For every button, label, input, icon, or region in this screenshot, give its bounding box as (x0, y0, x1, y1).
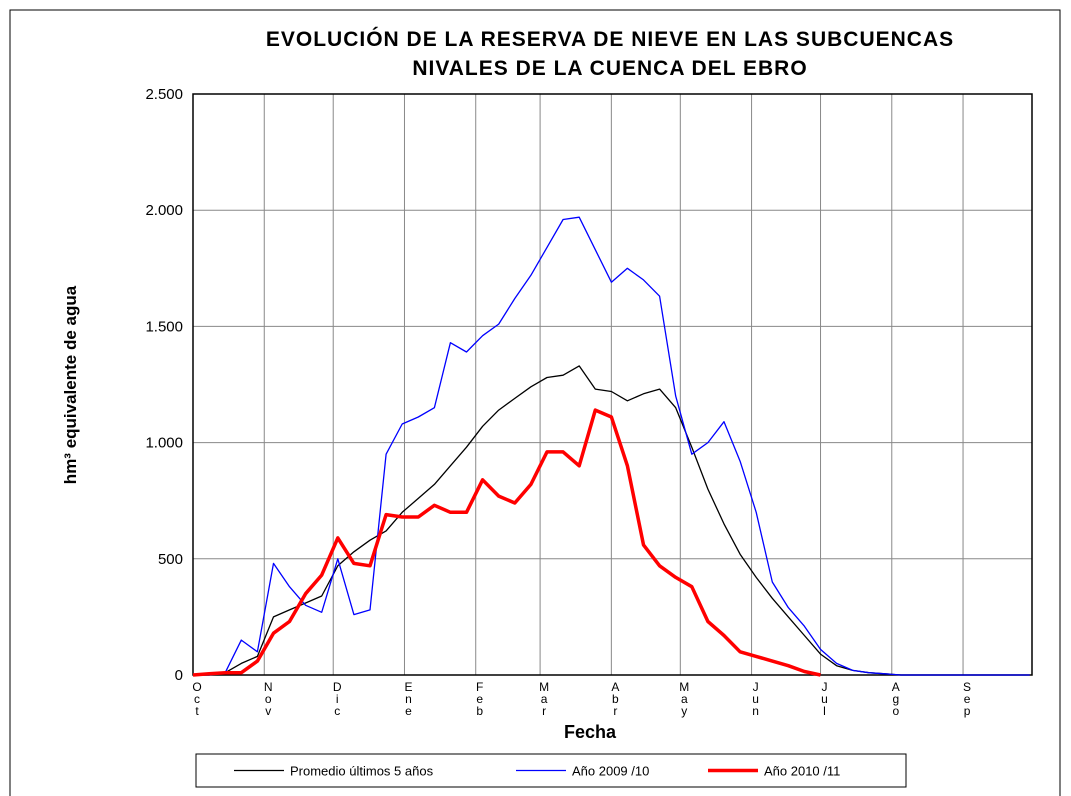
y-tick-label: 500 (158, 551, 183, 568)
y-tick-label: 0 (175, 667, 183, 684)
chart-title: NIVALES DE LA CUENCA DEL EBRO (412, 57, 807, 80)
series-line (193, 216, 1030, 676)
x-tick-label: Abr (608, 680, 622, 716)
frame (9, 9, 1061, 796)
x-tick-label: Oct (190, 680, 204, 716)
series-line (192, 408, 821, 677)
legend-label: Año 2009 /10 (572, 764, 649, 779)
x-tick-label: Sep (960, 680, 974, 718)
x-tick-label: Feb (473, 680, 487, 716)
x-tick-label: May (677, 680, 691, 718)
legend-label: Año 2010 /11 (764, 764, 840, 779)
y-tick-label: 1.500 (145, 318, 183, 335)
x-tick-label: Dic (330, 680, 344, 716)
x-tick-label: Ago (889, 680, 903, 716)
chart-title: EVOLUCIÓN DE LA RESERVA DE NIEVE EN LAS … (266, 27, 954, 51)
y-axis-label: hm³ equivalente de agua (61, 285, 80, 484)
x-axis-label: Fecha (564, 722, 617, 742)
plot-frame (192, 93, 1033, 676)
x-tick-label: Ene (401, 680, 415, 716)
y-tick-label: 2.500 (145, 86, 183, 103)
y-tick-label: 2.000 (145, 202, 183, 219)
y-tick-label: 1.000 (145, 435, 183, 452)
x-tick-label: Nov (261, 680, 275, 716)
x-tick-label: Mar (537, 680, 551, 716)
legend-label: Promedio últimos 5 años (290, 764, 434, 779)
x-tick-label: Jul (818, 680, 832, 716)
x-tick-label: Jun (749, 680, 763, 716)
